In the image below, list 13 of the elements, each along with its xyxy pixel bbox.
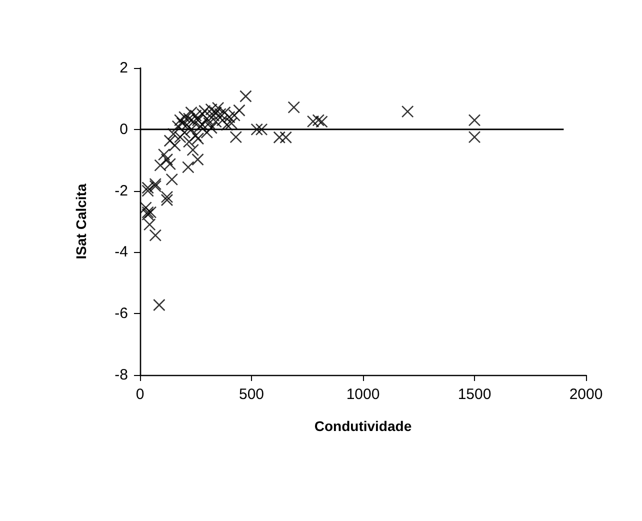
y-axis-title: ISat Calcita [73,184,89,260]
y-tick-label: -2 [114,182,128,200]
x-tick-label: 2000 [569,386,603,403]
x-tick-label: 1500 [458,386,492,403]
y-tick-label: 2 [120,60,128,76]
y-tick-label: -4 [114,244,128,261]
x-tick-label: 500 [238,386,264,403]
y-tick-label: -8 [114,366,128,384]
x-tick-label: 0 [136,386,144,403]
x-axis-title: Condutividade [314,418,412,434]
x-tick-label: 1000 [346,386,380,403]
y-tick-label: 0 [120,120,128,138]
y-tick-label: -6 [114,305,128,322]
